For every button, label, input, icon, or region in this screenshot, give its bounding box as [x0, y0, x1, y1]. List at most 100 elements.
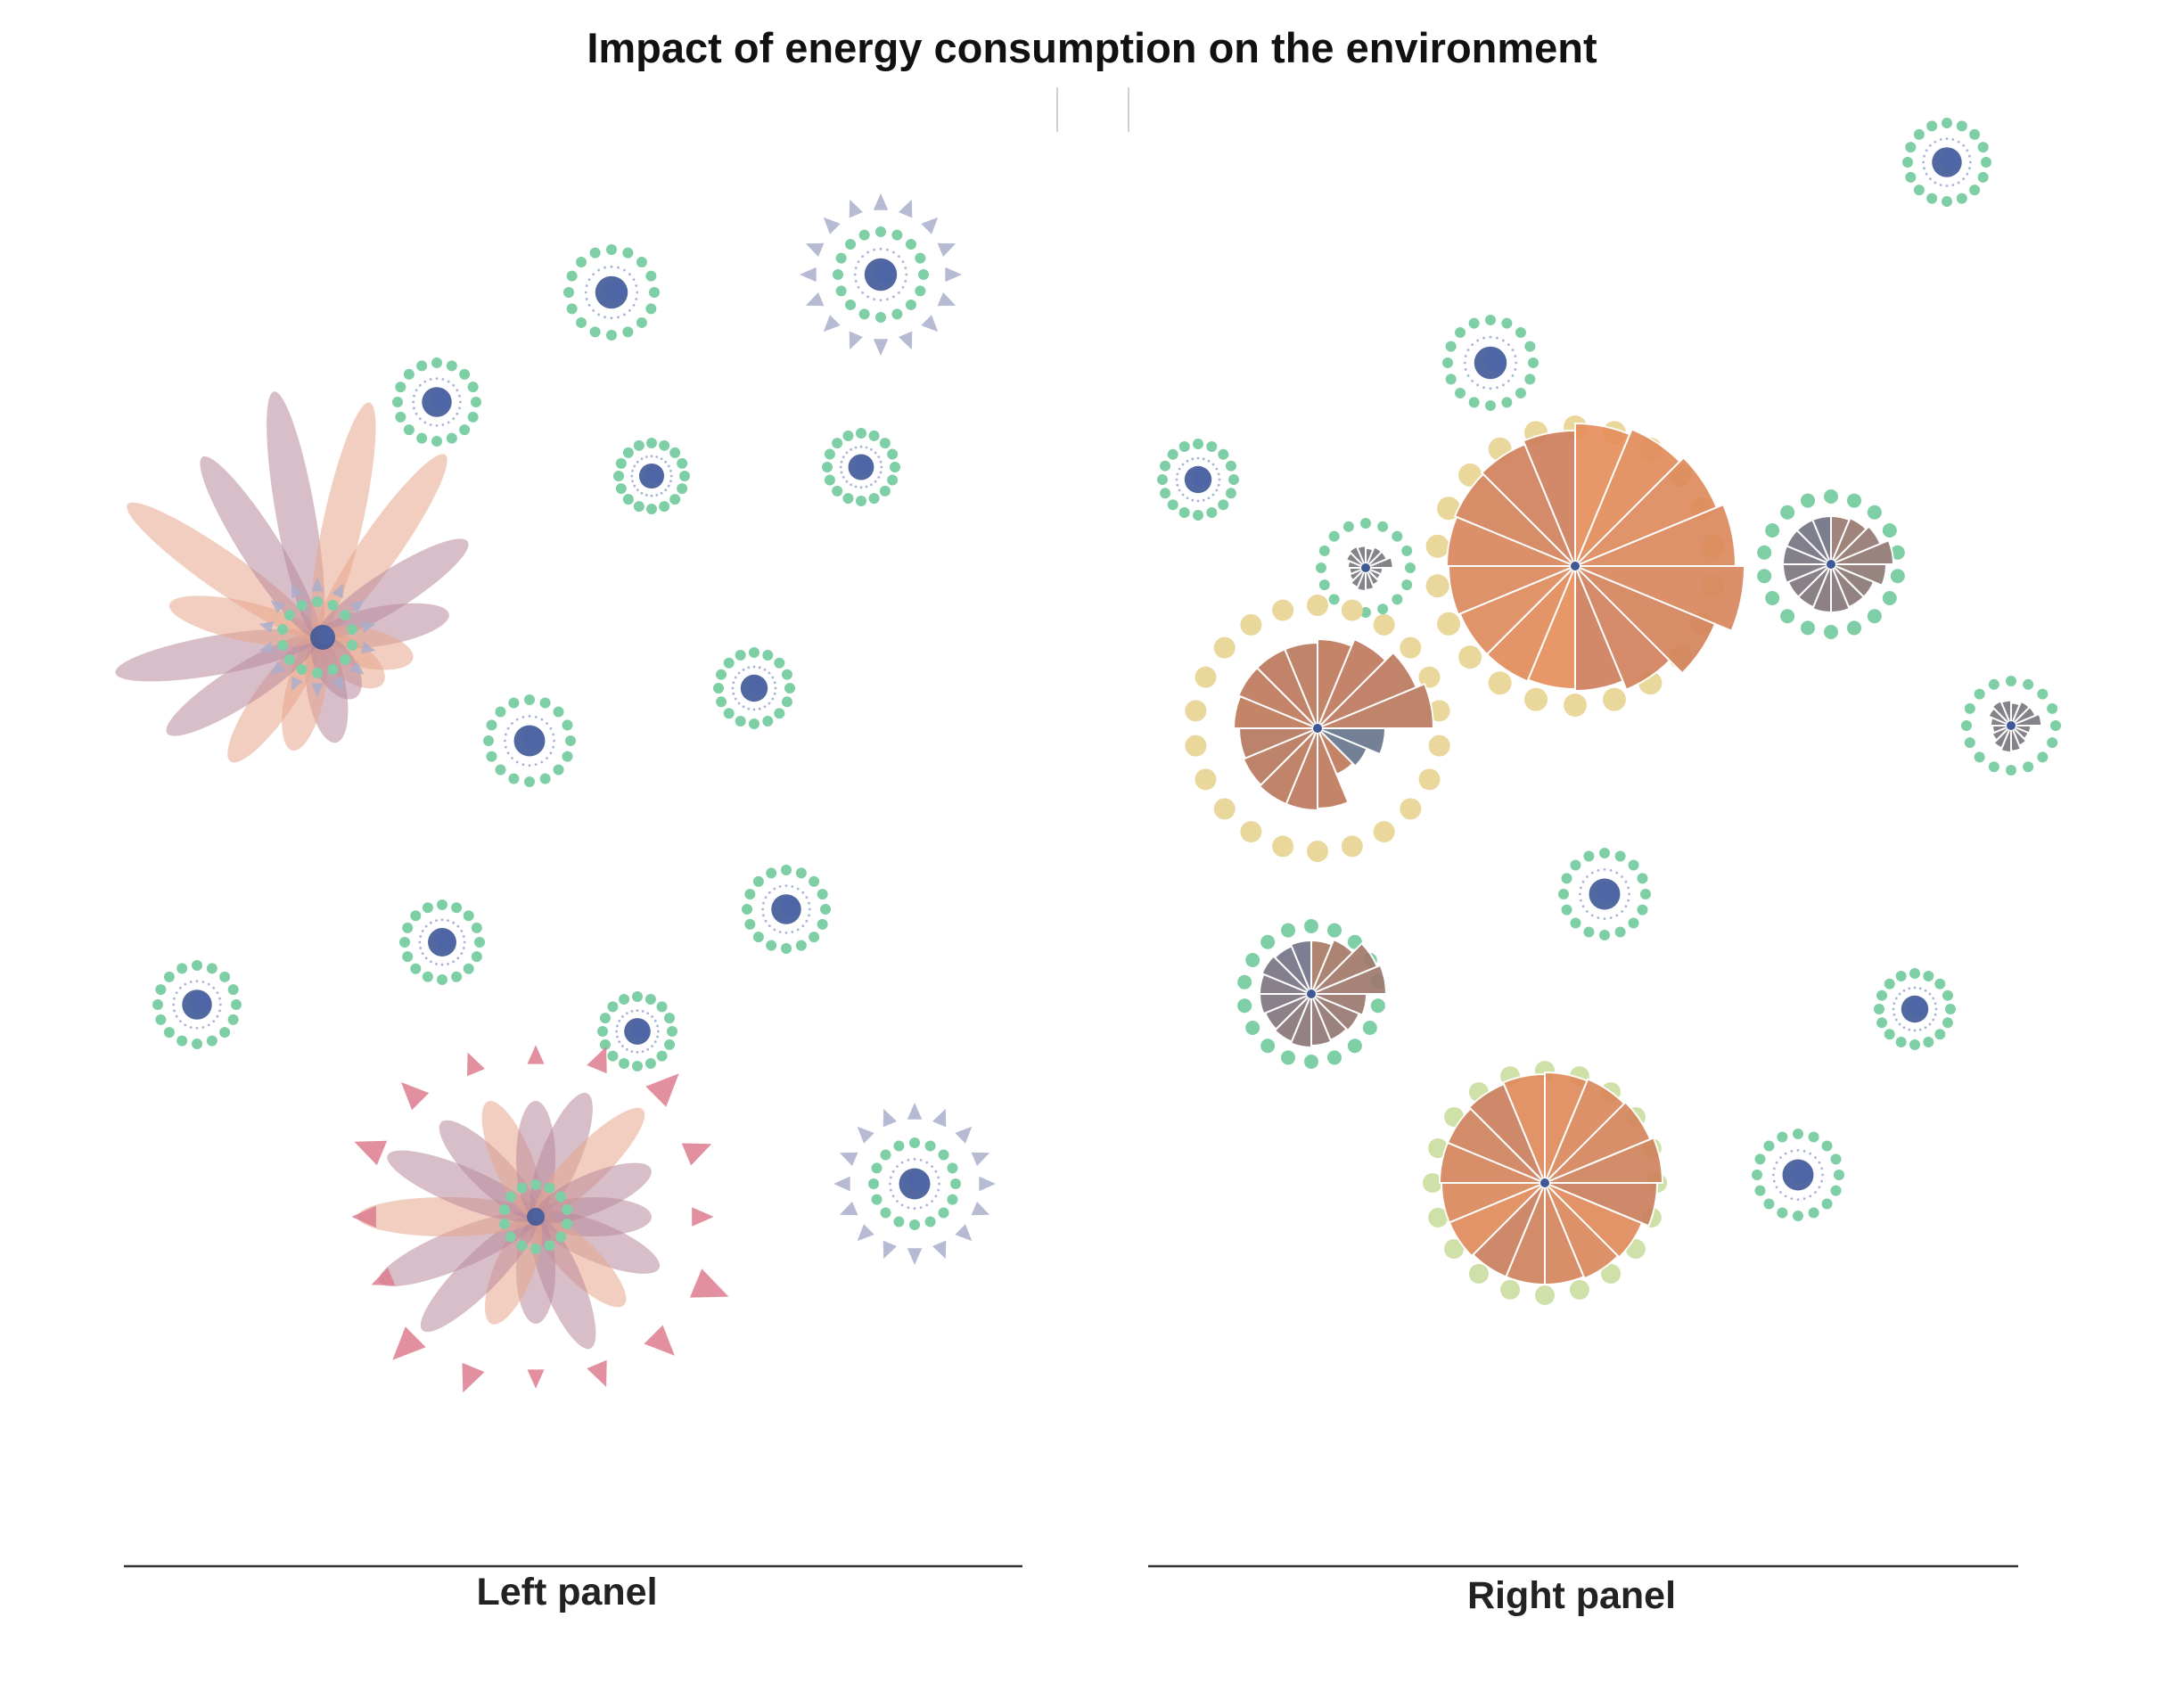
inner-tick — [546, 757, 548, 759]
inner-tick — [879, 247, 883, 250]
ring-dot — [809, 875, 820, 887]
inner-tick — [630, 1050, 634, 1054]
ring-dot — [924, 1140, 936, 1152]
inner-tick — [173, 997, 176, 1000]
ring-dot — [539, 697, 551, 709]
ring-dot — [553, 764, 564, 776]
inner-tick — [877, 476, 881, 479]
inner-tick — [515, 760, 519, 764]
inner-tick — [540, 760, 544, 764]
ring-dot — [463, 963, 474, 974]
ring-dot — [1601, 1263, 1622, 1284]
inner-tick — [1934, 1002, 1937, 1006]
radial-glyph — [1442, 315, 1539, 411]
inner-tick — [511, 757, 513, 759]
ring-dot — [1570, 859, 1581, 871]
inner-tick — [1966, 149, 1969, 152]
ring-dot — [842, 493, 854, 505]
ring-dot — [1437, 497, 1461, 521]
triangle-marker — [354, 1140, 388, 1166]
inner-tick — [1934, 1007, 1938, 1011]
triangle-halo — [833, 1103, 996, 1265]
radial-wedge — [1317, 727, 1368, 768]
inner-tick — [1928, 1022, 1932, 1026]
ring-dot — [1895, 971, 1907, 982]
inner-tick — [463, 940, 466, 944]
ring-dot — [2050, 720, 2061, 731]
inner-tick — [900, 1203, 904, 1207]
ring-dot — [163, 1027, 175, 1039]
triangle-marker — [907, 1103, 923, 1120]
ring-dot — [192, 960, 202, 971]
inner-tick — [1951, 138, 1955, 141]
ring-dot — [1428, 700, 1450, 722]
inner-tick — [934, 1195, 938, 1198]
inner-tick — [886, 298, 889, 301]
inner-tick — [635, 284, 638, 287]
ring-dot — [619, 1058, 630, 1070]
triangle-marker — [270, 661, 285, 675]
ring-dot — [905, 299, 916, 310]
inner-tick — [854, 485, 858, 488]
ring-dot — [606, 330, 617, 341]
ring-dot — [486, 751, 497, 762]
ring-dot — [277, 639, 289, 651]
inner-tick — [549, 751, 553, 755]
inner-tick — [1922, 160, 1925, 164]
inner-tick — [762, 901, 765, 905]
inner-tick — [631, 469, 634, 472]
ring-dot — [669, 494, 681, 505]
ring-dot — [1988, 678, 1999, 690]
radial-glyph — [1237, 919, 1388, 1069]
inner-tick — [534, 763, 538, 767]
inner-tick — [462, 935, 465, 938]
inner-tick — [640, 491, 644, 495]
inner-tick — [1579, 899, 1582, 902]
inner-tick — [641, 1050, 645, 1054]
inner-tick — [458, 394, 461, 398]
ring-dot — [1882, 591, 1897, 605]
inner-tick — [1775, 1161, 1778, 1164]
ring-dot — [875, 312, 886, 323]
ring-dot — [1599, 930, 1610, 940]
ring-dot — [589, 326, 601, 338]
ring-dot — [845, 239, 857, 250]
ring-dot — [1304, 919, 1318, 933]
triangle-marker — [349, 661, 365, 675]
radial-glyph — [1157, 439, 1239, 521]
ring-dot — [1923, 971, 1934, 982]
inner-tick — [452, 960, 455, 964]
ring-dot — [918, 269, 929, 280]
ring-dot — [868, 1178, 879, 1189]
inner-tick — [216, 991, 219, 995]
core-blob — [435, 930, 456, 950]
triangle-marker — [311, 683, 324, 697]
triangle-marker — [645, 1073, 679, 1107]
ring-dot — [1628, 917, 1639, 929]
ring-dot — [645, 270, 657, 282]
inner-tick — [1196, 456, 1200, 460]
inner-tick — [636, 460, 639, 464]
triangle-marker — [644, 1325, 675, 1356]
ring-dot — [891, 308, 903, 320]
inner-tick — [413, 394, 415, 398]
ring-dot — [1468, 397, 1480, 408]
core-blob — [1482, 349, 1507, 373]
radial-glyph — [1874, 968, 1956, 1050]
inner-tick — [938, 1182, 940, 1186]
ring-dot — [659, 439, 670, 451]
ring-dot — [1874, 1004, 1884, 1014]
ring-dot — [327, 599, 339, 611]
ring-dot — [1260, 1039, 1276, 1054]
ring-dot — [1318, 579, 1330, 591]
inner-tick — [752, 708, 756, 711]
inner-tick — [877, 456, 881, 458]
inner-tick — [184, 1023, 187, 1027]
inner-tick — [758, 707, 761, 710]
ring-dot — [446, 360, 457, 372]
inner-tick — [656, 1035, 660, 1039]
inner-tick — [447, 919, 449, 923]
ring-dot — [402, 922, 414, 933]
triangle-marker — [955, 1126, 973, 1144]
ring-dot — [1237, 998, 1252, 1014]
